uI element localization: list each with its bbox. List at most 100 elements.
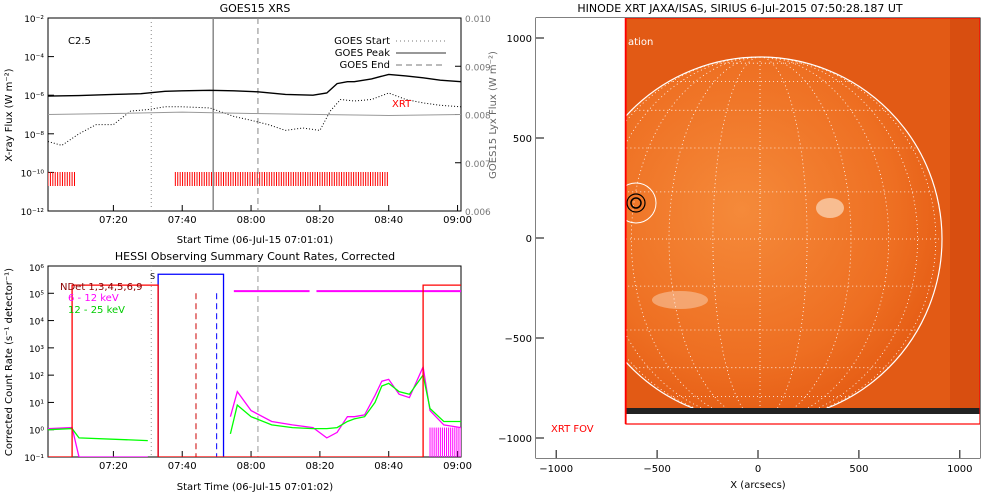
grid-longitude-line: [712, 56, 761, 422]
image-panel: HINODE XRT JAXA/ISAS, SIRIUS 6-Jul-2015 …: [498, 2, 981, 491]
legend-goes-end: GOES End: [340, 60, 390, 71]
image-y-tick-label: −500: [505, 334, 532, 345]
goes-y-tick-label: 10⁻²: [24, 15, 44, 25]
goes-short-channel-line: [48, 92, 461, 146]
goes-x-tick-label: 08:20: [305, 215, 334, 226]
image-corona-right: [950, 18, 980, 413]
hessi-12-25-line: [229, 373, 461, 435]
hessi-y-tick-label: 10⁵: [29, 290, 44, 300]
hessi-y-tick-label: 10⁴: [29, 318, 44, 328]
hessi-x-tick-label: 08:40: [374, 461, 403, 472]
hessi-y-tick-label: 10⁰: [29, 427, 44, 437]
goes-x-tick-label: 08:00: [237, 215, 266, 226]
goes-ylabel-right: GOES15 Lyx Flux (W m⁻²): [488, 51, 499, 179]
legend-goes-peak: GOES Peak: [335, 48, 390, 59]
image-corner-text: ation: [628, 37, 653, 48]
hessi-ndet-line: [48, 284, 461, 457]
image-axes: −1000 −500 0 500 1000 1000 500 0 −500 −1000: [498, 34, 972, 475]
image-y-tick-label: 0: [526, 234, 532, 245]
goes-class-label: C2.5: [68, 36, 91, 47]
goes-y-tick-label: 10⁻¹⁰: [21, 169, 45, 179]
goes-y2-tick-label: 0.006: [465, 208, 491, 218]
goes-data: [48, 18, 461, 211]
hessi-panel: HESSI Observing Summary Count Rates, Cor…: [4, 250, 472, 493]
hessi-y-tick-label: 10¹: [29, 399, 44, 409]
grid-longitude-line: [668, 56, 761, 422]
goes-long-channel-line: [48, 73, 461, 97]
image-y-tick-label: 500: [513, 134, 532, 145]
legend-goes-start: GOES Start: [334, 36, 390, 47]
goes-xlabel: Start Time (06-Jul-15 07:01:01): [177, 235, 334, 246]
hessi-6-12-line: [48, 426, 148, 457]
hessi-6-12-line: [229, 364, 461, 439]
image-x-tick-label: 1000: [947, 464, 972, 475]
grid-longitude-line: [759, 56, 890, 422]
image-x-tick-label: −1000: [539, 464, 573, 475]
hessi-x-tick-label: 07:40: [168, 461, 197, 472]
goes-panel: GOES15 XRS 07:20 07:40 08:00 08:20 08:40 09:0…: [4, 2, 499, 246]
heliographic-grid: [578, 56, 942, 422]
solar-disk: [578, 57, 942, 421]
goes-axes: 07:20 07:40 08:00 08:20 08:40 09:00 10⁻² 10⁻⁴ 10…: [21, 15, 491, 226]
goes-y2-tick-label: 0.010: [465, 15, 491, 25]
hessi-x-tick-label: 08:00: [237, 461, 266, 472]
hessi-xlabel: Start Time (06-Jul-15 07:01:02): [177, 482, 334, 493]
contour-inner: [630, 197, 642, 209]
hessi-title: HESSI Observing Summary Count Rates, Cor…: [115, 250, 395, 263]
hessi-12-25-line: [48, 427, 148, 442]
hessi-ylabel: Corrected Count Rate (s⁻¹ detector⁻¹): [4, 268, 15, 456]
image-x-tick-label: −500: [643, 464, 670, 475]
image-left-blank: [536, 18, 625, 458]
goes-y2-tick-label: 0.007: [465, 160, 491, 170]
legend-12-25: 12 - 25 keV: [68, 305, 125, 316]
image-bottom-strip: [626, 408, 980, 414]
goes-x-tick-label: 09:00: [443, 215, 472, 226]
active-region-east: [816, 198, 844, 218]
hessi-y-tick-label: 10²: [29, 372, 44, 382]
goes-y2-tick-label: 0.008: [465, 112, 491, 122]
goes-y-tick-label: 10⁻⁴: [24, 54, 44, 64]
grid-longitude-line: [759, 56, 937, 422]
goes-x-tick-label: 08:40: [374, 215, 403, 226]
grid-longitude-line: [759, 56, 918, 422]
hessi-data: [48, 266, 461, 457]
image-title: HINODE XRT JAXA/ISAS, SIRIUS 6-Jul-2015 …: [577, 2, 903, 15]
grid-longitude-line: [759, 56, 808, 422]
hessi-s-label: S: [150, 272, 155, 281]
hessi-x-tick-label: 08:20: [305, 461, 334, 472]
hessi-y-tick-label: 10⁻¹: [24, 454, 44, 464]
hessi-x-tick-label: 07:20: [99, 461, 128, 472]
legend-6-12: 6 - 12 keV: [68, 293, 119, 304]
image-y-tick-label: −1000: [498, 434, 532, 445]
contour-mid: [626, 193, 646, 213]
goes-lya-line: [48, 111, 461, 117]
image-y-tick-label: 1000: [507, 34, 532, 45]
image-xlabel: X (arcsecs): [730, 480, 786, 491]
goes-y-tick-label: 10⁻¹²: [21, 208, 45, 218]
xrt-fov-label: XRT FOV: [551, 424, 594, 435]
image-x-tick-label: 0: [755, 464, 761, 475]
goes-x-tick-label: 07:20: [99, 215, 128, 226]
grid-longitude-line: [759, 56, 852, 422]
goes-xrt-label: XRT: [392, 99, 412, 110]
goes-x-tick-label: 07:40: [168, 215, 197, 226]
legend-ndet: NDet 1,3,4,5,6,9: [60, 282, 143, 293]
grid-longitude-line: [602, 56, 761, 422]
hessi-x-tick-label: 09:00: [443, 461, 472, 472]
goes-y-tick-label: 10⁻⁶: [24, 92, 44, 102]
goes-y-tick-label: 10⁻⁸: [24, 131, 44, 141]
sun-image: [536, 18, 980, 458]
grid-longitude-line: [630, 56, 761, 422]
image-x-tick-label: 500: [849, 464, 868, 475]
goes-y2-tick-label: 0.009: [465, 63, 491, 73]
hessi-legend: NDet 1,3,4,5,6,9 6 - 12 keV 12 - 25 keV: [60, 282, 143, 316]
active-region-south: [652, 291, 708, 309]
goes-legend: GOES Start GOES Peak GOES End: [334, 36, 446, 71]
goes-ylabel: X-ray Flux (W m⁻²): [4, 68, 15, 161]
hessi-y-tick-label: 10³: [29, 345, 44, 355]
attenuator-state-line: [157, 273, 225, 457]
goes-title: GOES15 XRS: [220, 2, 291, 15]
hessi-axes: 07:20 07:40 08:00 08:20 08:40 09:00 10⁶ 10⁵ 10⁴ 1…: [24, 264, 472, 472]
hessi-y-tick-label: 10⁶: [29, 264, 44, 274]
